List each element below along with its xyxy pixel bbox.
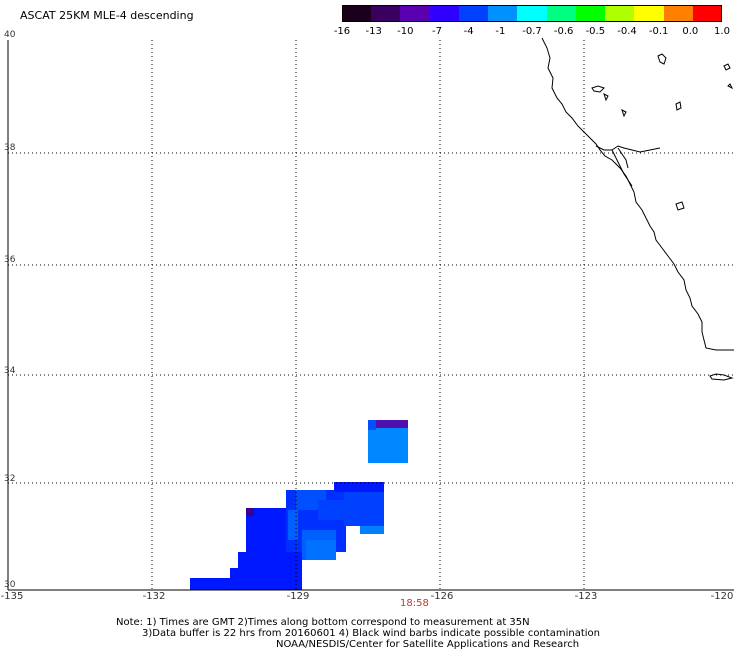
colorbar-swatch xyxy=(692,5,723,22)
wind-data-swath xyxy=(190,420,408,590)
colorbar-tick-label: -1 xyxy=(495,26,506,37)
colorbar-swatch xyxy=(517,5,548,22)
lon-label-126: -126 xyxy=(430,591,454,602)
colorbar-swatch xyxy=(400,5,431,22)
colorbar-tick-label: -13 xyxy=(365,26,382,37)
colorbar-swatch xyxy=(371,5,401,22)
lat-label-34: 34 xyxy=(4,366,16,376)
colorbar-tick-label: 1.0 xyxy=(714,26,730,37)
map-title: ASCAT 25KM MLE-4 descending xyxy=(20,9,194,22)
note-line-2: 3)Data buffer is 22 hrs from 20160601 4)… xyxy=(142,628,600,639)
lon-label-132: -132 xyxy=(142,591,166,602)
colorbar-tick-label: -7 xyxy=(432,26,442,37)
colorbar-swatch xyxy=(663,5,694,22)
note-line-3: NOAA/NESDIS/Center for Satellite Applica… xyxy=(276,639,580,650)
lon-label-123: -123 xyxy=(574,591,598,602)
lat-label-32: 32 xyxy=(4,474,16,484)
note-line-1: Note: 1) Times are GMT 2)Times along bot… xyxy=(116,617,530,628)
colorbar-swatch xyxy=(342,5,372,22)
colorbar-tick-label: -0.4 xyxy=(617,26,637,37)
colorbar-tick-label: -16 xyxy=(333,26,351,37)
lon-label-120: -120 xyxy=(710,591,734,602)
colorbar-tick-label: -0.6 xyxy=(553,26,574,37)
colorbar-swatch xyxy=(634,5,665,22)
colorbar-swatch xyxy=(575,5,606,22)
colorbar-swatch xyxy=(458,5,489,22)
coastline xyxy=(541,37,734,381)
lon-label-129: -129 xyxy=(286,591,310,602)
colorbar-tick-label: -4 xyxy=(463,26,474,37)
colorbar-tick-label: 0.0 xyxy=(682,26,699,37)
lat-label-38: 38 xyxy=(4,143,16,153)
map-frame xyxy=(7,40,734,591)
lat-label-40: 40 xyxy=(4,30,16,40)
colorbar-tick-label: -0.1 xyxy=(648,26,669,37)
lon-label-135: -135 xyxy=(0,591,24,602)
lat-label-36: 36 xyxy=(4,255,16,265)
colorbar-swatch xyxy=(546,5,577,22)
colorbar-swatch xyxy=(605,5,635,22)
colorbar-frame xyxy=(342,5,722,22)
colorbar-tick-label: -0.7 xyxy=(522,26,542,37)
colorbar-swatch xyxy=(488,5,518,22)
colorbar-tick-label: -10 xyxy=(397,26,414,37)
colorbar-swatch xyxy=(429,5,460,22)
pass-time-label: 18:58 xyxy=(400,598,429,609)
colorbar-tick-label: -0.5 xyxy=(585,26,606,37)
lat-label-30: 30 xyxy=(4,580,16,590)
